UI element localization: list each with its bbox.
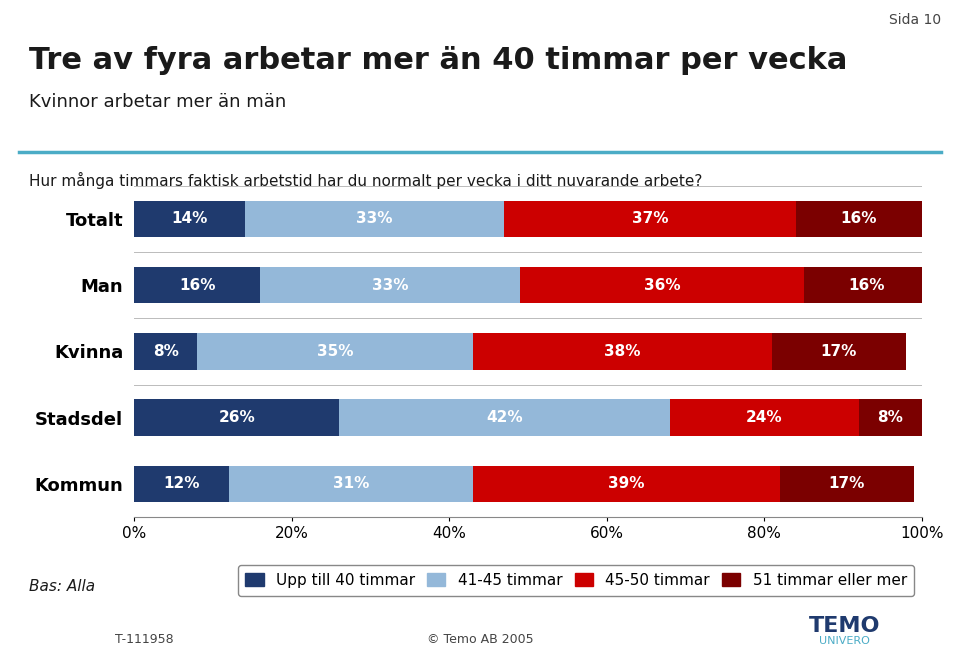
Bar [504,200,796,237]
Text: TEMO: TEMO [809,617,880,636]
Bar [780,465,914,503]
Text: 39%: 39% [608,477,645,491]
Bar [245,200,504,237]
Text: Bas: Alla: Bas: Alla [29,579,95,594]
Text: 38%: 38% [604,344,640,359]
Bar [473,465,780,503]
Bar [772,333,906,369]
Bar [134,465,228,503]
Bar [520,267,804,304]
Bar [198,333,473,369]
Text: 8%: 8% [877,410,903,425]
Bar [134,267,260,304]
Text: 12%: 12% [163,477,200,491]
Text: 36%: 36% [643,278,680,292]
Text: 17%: 17% [828,477,865,491]
Bar [260,267,520,304]
Bar [796,200,922,237]
Text: 26%: 26% [218,410,255,425]
Text: 16%: 16% [849,278,885,292]
Text: 14%: 14% [171,211,207,226]
Bar [473,333,772,369]
Bar [134,333,198,369]
Text: Sida 10: Sida 10 [889,13,941,27]
Text: 17%: 17% [821,344,857,359]
Bar [228,465,473,503]
Text: 37%: 37% [632,211,668,226]
Text: 8%: 8% [153,344,179,359]
Bar [804,267,929,304]
Text: 42%: 42% [486,410,522,425]
Text: 16%: 16% [180,278,216,292]
Text: 24%: 24% [746,410,782,425]
Text: 33%: 33% [372,278,409,292]
Text: T-111958: T-111958 [115,633,174,646]
Text: 31%: 31% [333,477,369,491]
Text: Tre av fyra arbetar mer än 40 timmar per vecka: Tre av fyra arbetar mer än 40 timmar per… [29,46,847,76]
Bar [134,399,339,436]
Text: UNIVERO: UNIVERO [820,636,870,646]
Text: 35%: 35% [317,344,353,359]
Bar [670,399,858,436]
Text: 16%: 16% [840,211,876,226]
Text: Kvinnor arbetar mer än män: Kvinnor arbetar mer än män [29,93,286,111]
Text: Hur många timmars faktisk arbetstid har du normalt per vecka i ditt nuvarande ar: Hur många timmars faktisk arbetstid har … [29,172,702,190]
Bar [339,399,670,436]
Text: © Temo AB 2005: © Temo AB 2005 [426,633,534,646]
Bar [858,399,922,436]
Legend: Upp till 40 timmar, 41-45 timmar, 45-50 timmar, 51 timmar eller mer: Upp till 40 timmar, 41-45 timmar, 45-50 … [238,566,914,595]
Bar [134,200,245,237]
Text: 33%: 33% [356,211,393,226]
